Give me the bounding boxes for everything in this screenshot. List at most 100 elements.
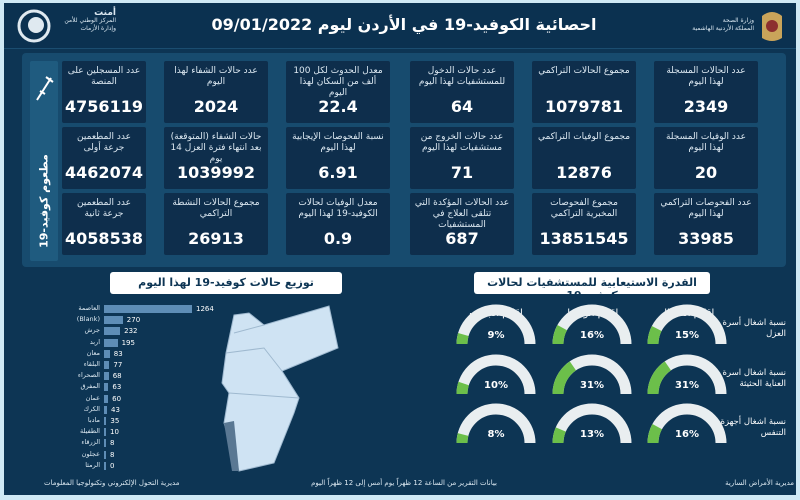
bar-label: المفرق [80, 382, 100, 391]
stat-value: 1039992 [177, 163, 255, 182]
capacity-row-label: نسبة اشغال اسرة العناية الحثيثة [722, 368, 786, 389]
gauge-percent: 16% [580, 330, 604, 341]
stat-label: عدد حالات الشفاء لهذا اليوم [174, 66, 258, 87]
stat-label: مجموع الحالات التراكمي [538, 66, 630, 76]
stat-value: 13851545 [539, 229, 629, 248]
stat-label: عدد الفحوصات التراكمي لهذا اليوم [660, 198, 752, 219]
stat-card: معدل الحدوث لكل 100 ألف من السكان لهذا ا… [286, 61, 390, 123]
gauge [552, 304, 632, 345]
partner-logo-icon [17, 9, 51, 43]
stat-label: عدد المطعمين جرعة أولى [77, 132, 131, 153]
stat-value: 12876 [556, 163, 612, 182]
gauge-track [456, 304, 536, 345]
stat-card: عدد الفحوصات التراكمي لهذا اليوم 33985 [654, 193, 758, 255]
stat-label: مجموع الحالات النشطة التراكمي [172, 198, 260, 219]
capacity-title: القدرة الاستيعابية للمستشفيات لحالات كوف… [474, 272, 710, 302]
bar-value: 232 [124, 327, 138, 336]
gauge-track [456, 354, 536, 395]
bar [104, 394, 109, 403]
stat-value: 20 [694, 163, 718, 182]
vaccine-title: مطعوم كوفيد-19 [37, 154, 51, 248]
stat-value: 6.91 [318, 163, 358, 182]
bar-label: الرمثا [85, 460, 100, 469]
gauge-fill [647, 326, 662, 345]
gauge-percent: 13% [580, 429, 604, 440]
gauge [456, 304, 536, 345]
bar-label: اربد [89, 337, 100, 346]
bar-value: 10 [110, 428, 119, 437]
gauge-percent: 15% [675, 330, 699, 341]
partner-logo-text: أمنت [94, 8, 116, 18]
stat-card: مجموع الوفيات التراكمي 12876 [532, 127, 636, 189]
stat-card: حالات الشفاء (المتوقعة) بعد انتهاء فترة … [164, 127, 268, 189]
gauge-fill [647, 361, 672, 395]
stat-card: عدد الحالات المسجلة لهذا اليوم 2349 [654, 61, 758, 123]
stat-card: عدد الوفيات المسجلة لهذا اليوم 20 [654, 127, 758, 189]
bar-value: 0 [110, 461, 115, 470]
stat-label: مجموع الفحوصات المخبرية التراكمي [550, 198, 618, 219]
stat-value: 4756119 [65, 97, 143, 116]
stat-label: معدل الوفيات لحالات الكوفيد-19 لهذا اليو… [298, 198, 378, 219]
gauge [647, 354, 727, 395]
vaccine-side-label: مطعوم كوفيد-19 [30, 61, 58, 261]
vaccine-card: عدد المطعمين جرعة أولى 4462074 [62, 127, 146, 189]
stat-card: عدد الحالات المؤكدة التي تتلقى العلاج في… [410, 193, 514, 255]
gauge-fill [456, 381, 469, 395]
bar [104, 349, 110, 358]
gauge [552, 354, 632, 395]
stat-label: عدد حالات الدخول للمستشفيات لهذا اليوم [418, 66, 506, 87]
bar [104, 450, 106, 459]
stat-card: مجموع الفحوصات المخبرية التراكمي 13851545 [532, 193, 636, 255]
gauge [456, 354, 536, 395]
stat-label: عدد المطعمين جرعة ثانية [77, 198, 131, 219]
stat-value: 33985 [678, 229, 734, 248]
bar-value: 60 [112, 394, 122, 403]
distribution-title: توزيع حالات كوفيد-19 لهذا اليوم [110, 272, 342, 294]
gauge-fill [456, 332, 469, 345]
stat-label: عدد المسجلين على المنصة [67, 66, 141, 87]
gauge-track [552, 403, 632, 444]
partner-line: المركز الوطني للأمن وإدارة الأزمات [64, 17, 116, 32]
gauge-percent: 16% [675, 429, 699, 440]
dashboard: أمنت المركز الوطني للأمن وإدارة الأزمات … [4, 3, 796, 495]
bar [104, 316, 123, 325]
stat-value: 4462074 [65, 163, 143, 182]
gauge [647, 403, 727, 444]
footer-center: بيانات التقرير من الساعة 12 ظهراً يوم أم… [311, 479, 497, 487]
stat-value: 2024 [193, 97, 239, 116]
gauge [647, 304, 727, 345]
bar-value: 83 [113, 349, 123, 358]
gauge-percent: 9% [487, 330, 505, 341]
bar-value: 8 [110, 450, 115, 459]
stat-card: نسبة الفحوصات الإيجابية لهذا اليوم 6.91 [286, 127, 390, 189]
footer-right: مديرية الأمراض السارية [725, 479, 794, 487]
gauge-fill [456, 433, 469, 444]
bar [104, 439, 106, 448]
stat-value: 2349 [683, 97, 729, 116]
kingdom-name: المملكة الأردنية الهاشمية [692, 25, 754, 32]
bar-label: مادبا [87, 416, 100, 424]
bar [104, 461, 106, 470]
vaccine-card: عدد المسجلين على المنصة 4756119 [62, 61, 146, 123]
stat-value: 22.4 [318, 97, 358, 116]
stat-card: عدد حالات الشفاء لهذا اليوم 2024 [164, 61, 268, 123]
stat-value: 1079781 [545, 97, 623, 116]
bar [104, 305, 192, 313]
bar [104, 383, 109, 392]
capacity-row-label: نسبة اشغال أسرة العزل [722, 318, 786, 339]
stat-label: حالات الشفاء (المتوقعة) بعد انتهاء فترة … [170, 132, 262, 164]
bar-value: 1264 [196, 305, 214, 313]
gauge-percent: 8% [487, 429, 505, 440]
bar [104, 361, 110, 369]
stat-value: 687 [445, 229, 479, 248]
bar-value: 43 [110, 405, 120, 414]
gauge-percent: 10% [484, 380, 508, 391]
gauge-percent: 31% [580, 380, 604, 391]
stat-card: مجموع الحالات النشطة التراكمي 26913 [164, 193, 268, 255]
footer-left: مديرية التحول الإلكتروني وتكنولوجيا المع… [44, 479, 180, 487]
stat-card: مجموع الحالات التراكمي 1079781 [532, 61, 636, 123]
bar-label: الطفيلة [79, 427, 100, 436]
bar-label: الكرك [83, 404, 100, 413]
page-title: احصائية الكوفيد-19 في الأردن ليوم 09/01/… [211, 15, 597, 34]
bar-label: الصحراء [77, 371, 100, 380]
